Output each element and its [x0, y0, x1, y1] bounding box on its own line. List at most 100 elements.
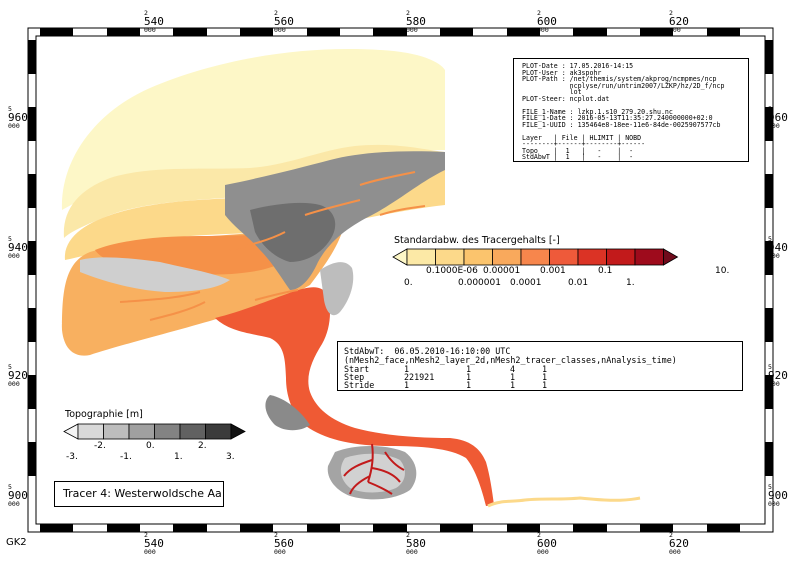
frame-seg-bottom: [373, 524, 407, 532]
y-tick-sub-left: 5: [8, 483, 12, 491]
y-tick-end-right: 000: [768, 380, 780, 388]
plot-info-line: lot: [522, 88, 582, 96]
y-tick-sub-right: 5: [768, 363, 772, 371]
frame-seg-bottom: [240, 524, 273, 532]
x-tick-sub-bottom: 2: [274, 531, 278, 539]
frame-seg-top: [373, 28, 407, 36]
tracer-legend-upper-label: 10.: [715, 266, 730, 276]
frame-seg-right: [765, 174, 773, 208]
stats-row-value: 1: [466, 372, 472, 383]
topo-land-5: [265, 395, 310, 431]
x-tick-sub-bottom: 2: [406, 531, 410, 539]
topo-legend-swatch: [77, 423, 104, 440]
topo-legend-swatch: [63, 423, 79, 440]
y-tick-label-left: 940: [8, 241, 28, 254]
stats-row-label: Start: [344, 364, 370, 374]
stats-dims: (nMesh2_face,nMesh2_layer_2d,nMesh2_trac…: [344, 355, 677, 365]
tracer-name-box: Tracer 4: Westerwoldsche Aa: [54, 481, 224, 507]
topo-land-4: [80, 257, 230, 292]
topo-legend-lower-label: 3.: [226, 452, 235, 462]
y-tick-end-right: 000: [768, 122, 780, 130]
stats-row-value: 1: [466, 380, 472, 391]
topo-bay-inner: [340, 453, 405, 493]
y-tick-label-right: 960: [768, 111, 788, 124]
frame-seg-top: [507, 28, 540, 36]
x-tick-label-bottom: 580: [406, 537, 426, 550]
frame-seg-top: [107, 28, 140, 36]
frame-seg-bottom: [640, 524, 673, 532]
frame-seg-top: [173, 28, 207, 36]
tracer-legend-colorbar: [392, 248, 679, 266]
x-tick-label-bottom: 560: [274, 537, 294, 550]
stats-row-value: 1: [542, 364, 548, 374]
stats-row-label: Step: [344, 372, 365, 383]
topo-legend-colorbar: [63, 423, 246, 440]
tracer-legend-swatch: [392, 248, 408, 266]
y-tick-label-left: 920: [8, 369, 28, 382]
tracer-legend-lower-label: 0.: [404, 278, 413, 288]
frame-seg-right: [765, 241, 773, 275]
topo-land-3: [320, 262, 354, 316]
stats-row-value: 1: [542, 380, 548, 391]
tracer-legend-swatch: [606, 248, 636, 266]
x-tick-label-top: 600: [537, 15, 557, 28]
frame-seg-bottom: [107, 524, 140, 532]
x-tick-end-bottom: 000: [537, 548, 549, 556]
topo-legend-title: Topographie [m]: [65, 409, 143, 420]
x-tick-sub-top: 2: [537, 9, 541, 17]
map-frame: [27, 27, 774, 533]
estuary-channel: [215, 287, 494, 506]
frame-seg-right: [765, 107, 773, 141]
tracer-legend-swatch: [577, 248, 607, 266]
tracer-legend-upper-label: 0.001: [540, 266, 566, 276]
plot-info-box: PLOT-Date : 17.05.2016-14:15 PLOT-User : …: [513, 58, 749, 162]
y-tick-sub-left: 5: [8, 105, 12, 113]
x-tick-sub-top: 2: [669, 9, 673, 17]
topo-legend-swatch: [128, 423, 155, 440]
plot-info-line: PLOT-User : ak3spohr: [522, 68, 602, 77]
frame-seg-top: [573, 28, 607, 36]
y-tick-label-right: 940: [768, 241, 788, 254]
topo-legend-lower-label: -1.: [120, 452, 132, 462]
tidal-channels: [343, 443, 405, 495]
x-tick-sub-bottom: 2: [669, 531, 673, 539]
y-tick-label-left: 960: [8, 111, 28, 124]
plot-info-line: FILE_1-Date : 2016-05-13T11:35:27.240000…: [522, 114, 713, 122]
tracer-legend-swatch: [463, 248, 493, 266]
x-tick-label-bottom: 540: [144, 537, 164, 550]
frame-seg-left: [28, 442, 36, 476]
plot-info-line: PLOT-Steer: ncplot.dat: [522, 94, 610, 103]
tracer-legend-swatch: [520, 248, 550, 266]
frame-seg-left: [28, 375, 36, 409]
tracer-legend-upper-label: 0.00001: [483, 266, 521, 276]
frame-seg-bottom: [173, 524, 207, 532]
plot-info-line: PLOT-Path : /net/themis/system/akprog/nc…: [522, 75, 717, 83]
y-tick-label-right: 900: [768, 489, 788, 502]
stats-row-value: 1: [510, 380, 516, 391]
topo-legend-lower-label: -3.: [66, 452, 78, 462]
plot-info-line: ncplyse/run/untrim2007/LZKP/hz/2D_f/ncp: [522, 81, 725, 90]
x-tick-label-top: 580: [406, 15, 426, 28]
x-tick-label-bottom: 600: [537, 537, 557, 550]
plot-info-line: Topo | 1 | - | -: [522, 146, 634, 155]
tracer-legend-swatch: [406, 248, 436, 266]
frame-seg-bottom: [507, 524, 540, 532]
plot-info-line: StdAbwT | 1 | - | -: [522, 153, 634, 161]
frame-seg-right: [765, 308, 773, 342]
stats-row-value: 4: [510, 364, 516, 374]
topo-legend-swatch: [154, 423, 181, 440]
y-tick-end-left: 000: [8, 380, 20, 388]
topo-legend-swatch: [230, 423, 246, 440]
topo-legend-swatch: [103, 423, 130, 440]
frame-seg-top: [40, 28, 73, 36]
frame-seg-left: [28, 308, 36, 342]
stats-row-value: 1: [510, 372, 516, 383]
tracer-legend-swatch: [634, 248, 664, 266]
tracer-legend-lower-label: 1.: [626, 278, 635, 288]
y-tick-label-left: 900: [8, 489, 28, 502]
plot-info-line: Layer | File | HLIMIT | NOBD: [522, 133, 642, 142]
stats-row-value: 1: [404, 380, 410, 391]
y-tick-sub-left: 5: [8, 363, 12, 371]
